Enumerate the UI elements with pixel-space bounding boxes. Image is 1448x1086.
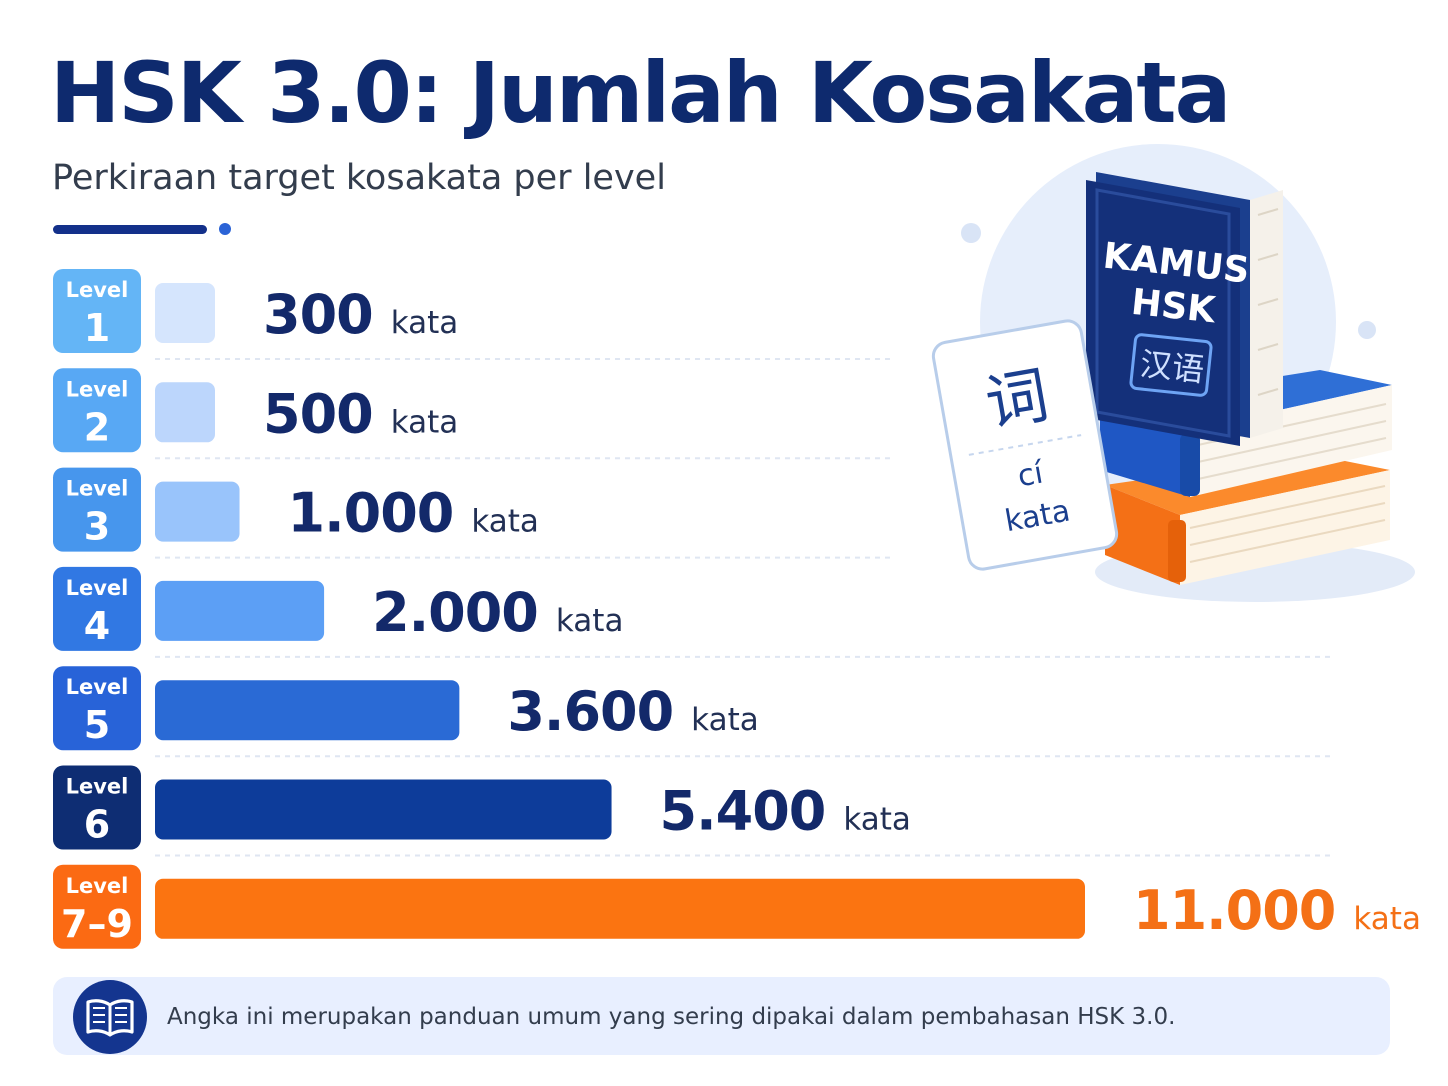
level-badge-word: Level bbox=[66, 278, 129, 302]
value-label: 2.000 bbox=[372, 581, 538, 644]
title-underline bbox=[53, 225, 207, 234]
bar bbox=[155, 680, 460, 741]
value-label: 11.000 bbox=[1133, 879, 1335, 942]
level-badge bbox=[53, 368, 141, 453]
page-subtitle: Perkiraan target kosakata per level bbox=[52, 158, 666, 198]
value-label: 300 bbox=[263, 283, 373, 346]
title-underline-dot bbox=[219, 223, 231, 235]
unit-label: kata bbox=[691, 702, 759, 738]
level-badge-number: 3 bbox=[84, 505, 110, 549]
book-icon bbox=[73, 980, 147, 1054]
note-text: Angka ini merupakan panduan umum yang se… bbox=[167, 1004, 1176, 1030]
unit-label: kata bbox=[391, 305, 459, 341]
unit-label: kata bbox=[1353, 901, 1421, 937]
level-badge bbox=[53, 269, 141, 353]
level-badge-word: Level bbox=[66, 576, 129, 600]
level-badge bbox=[53, 566, 141, 651]
level-badge-word: Level bbox=[66, 874, 129, 898]
level-badge-word: Level bbox=[66, 477, 129, 501]
level-badge-number: 2 bbox=[84, 405, 110, 449]
unit-label: kata bbox=[843, 802, 911, 838]
unit-label: kata bbox=[471, 504, 539, 540]
level-badge bbox=[53, 864, 141, 949]
unit-label: kata bbox=[556, 603, 624, 639]
bar bbox=[155, 779, 612, 840]
level-badge-number: 7–9 bbox=[61, 902, 133, 946]
bar bbox=[155, 283, 215, 343]
level-badge-word: Level bbox=[66, 377, 129, 401]
level-badge bbox=[53, 765, 141, 850]
level-badge-number: 6 bbox=[84, 803, 110, 847]
info-note: Angka ini merupakan panduan umum yang se… bbox=[53, 977, 1390, 1055]
value-label: 1.000 bbox=[288, 482, 454, 545]
bar bbox=[155, 580, 325, 641]
level-badge-number: 1 bbox=[84, 306, 110, 350]
level-badge bbox=[53, 666, 141, 751]
page-title: HSK 3.0: Jumlah Kosakata bbox=[50, 44, 1231, 142]
level-badge-number: 5 bbox=[84, 703, 110, 747]
unit-label: kata bbox=[391, 404, 459, 440]
bar bbox=[155, 382, 215, 443]
bar bbox=[155, 481, 240, 542]
level-badge bbox=[53, 467, 141, 552]
value-label: 500 bbox=[263, 382, 373, 445]
value-label: 5.400 bbox=[660, 780, 826, 843]
bar bbox=[155, 878, 1085, 939]
level-badge-word: Level bbox=[66, 775, 129, 799]
value-label: 3.600 bbox=[507, 680, 673, 743]
level-badge-number: 4 bbox=[84, 604, 110, 648]
level-badge-word: Level bbox=[66, 675, 129, 699]
